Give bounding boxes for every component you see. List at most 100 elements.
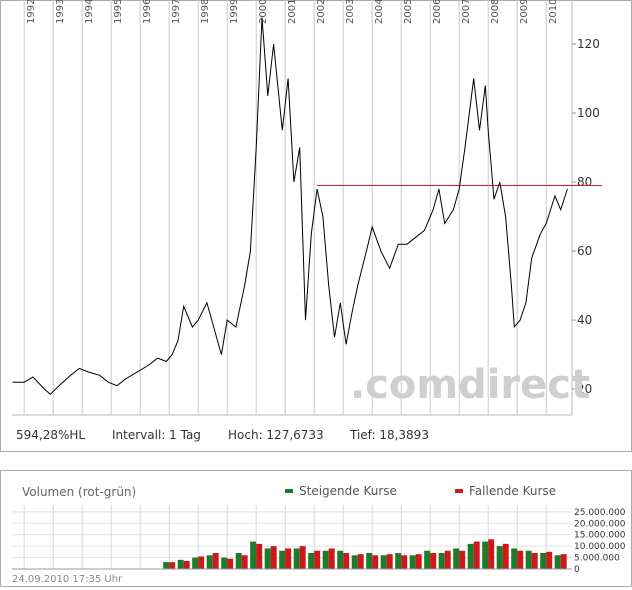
volume-bar — [328, 548, 335, 569]
x-tick-label: 2010 — [548, 0, 559, 24]
volume-bar — [531, 553, 538, 569]
volume-bar — [308, 553, 315, 569]
volume-bar — [459, 550, 466, 569]
volume-bar — [488, 539, 495, 569]
y-tick-label: 120 — [577, 37, 600, 51]
volume-bar — [206, 555, 213, 569]
volume-bar — [482, 541, 489, 569]
volume-bar — [395, 553, 402, 569]
x-tick-label: 2006 — [432, 0, 443, 24]
volume-bar — [285, 548, 292, 569]
x-tick-label: 1996 — [142, 0, 153, 24]
volume-bar — [264, 548, 271, 569]
volume-bar — [546, 551, 553, 569]
volume-bar — [256, 543, 263, 569]
volume-bar — [560, 554, 567, 569]
y-tick-label: 10.000.000 — [574, 542, 626, 552]
volume-bar — [386, 554, 393, 569]
volume-bar — [372, 555, 379, 569]
volume-bar — [424, 550, 431, 569]
x-tick-label: 1995 — [113, 0, 124, 24]
y-tick-label: 40 — [577, 313, 592, 327]
volume-bar — [496, 546, 503, 569]
volume-bar — [293, 548, 300, 569]
y-tick-label: 0 — [574, 565, 580, 575]
volume-bar — [351, 555, 358, 569]
x-tick-label: 1997 — [171, 0, 182, 24]
volume-bar — [415, 554, 422, 569]
volume-bar — [525, 550, 532, 569]
y-tick-label: 80 — [577, 175, 592, 189]
volume-bar — [279, 550, 286, 569]
y-tick-label: 20 — [577, 382, 592, 396]
volume-title: Volumen (rot-grün) — [22, 485, 136, 499]
watermark: .comdirect — [350, 362, 590, 408]
footnote: 24.09.2010 17:35 Uhr — [12, 574, 123, 585]
stat-text: Hoch: 127,6733 — [228, 428, 324, 442]
price-panel — [0, 0, 632, 452]
x-tick-label: 2004 — [374, 0, 385, 24]
volume-bar — [212, 553, 219, 569]
volume-bar — [250, 541, 257, 569]
volume-bar — [473, 541, 480, 569]
volume-bar — [227, 558, 234, 569]
volume-bar — [444, 550, 451, 569]
volume-bar — [192, 557, 199, 569]
x-tick-label: 2002 — [316, 0, 327, 24]
x-tick-label: 2000 — [258, 0, 269, 24]
y-tick-label: 60 — [577, 244, 592, 258]
volume-bar — [517, 550, 524, 569]
x-tick-label: 2007 — [461, 0, 472, 24]
x-tick-label: 2003 — [345, 0, 356, 24]
volume-bar — [270, 546, 277, 569]
legend-label: Steigende Kurse — [299, 484, 397, 498]
x-tick-label: 1993 — [55, 0, 66, 24]
volume-bar — [409, 555, 416, 569]
x-tick-label: 2008 — [490, 0, 501, 24]
x-tick-label: 1992 — [26, 0, 37, 24]
volume-bar — [241, 555, 248, 569]
volume-bar — [357, 554, 364, 569]
y-tick-label: 25.000.000 — [574, 508, 626, 518]
volume-bar — [183, 561, 190, 569]
volume-bar — [554, 555, 561, 569]
x-tick-label: 1999 — [229, 0, 240, 24]
volume-bar — [299, 546, 306, 569]
x-tick-label: 2001 — [287, 0, 298, 24]
volume-bar — [511, 548, 518, 569]
volume-bar — [163, 562, 170, 569]
volume-bar — [502, 543, 509, 569]
legend-label: Fallende Kurse — [469, 484, 556, 498]
volume-bar — [169, 562, 176, 569]
volume-bar — [453, 548, 460, 569]
volume-bar — [221, 557, 228, 569]
volume-bar — [343, 553, 350, 569]
y-tick-label: 20.000.000 — [574, 519, 626, 529]
volume-bar — [467, 543, 474, 569]
legend-swatch — [455, 489, 463, 493]
x-tick-label: 2005 — [403, 0, 414, 24]
stat-text: 594,28%HL — [16, 428, 85, 442]
x-tick-label: 1998 — [200, 0, 211, 24]
volume-bar — [235, 553, 242, 569]
stat-text: Intervall: 1 Tag — [112, 428, 201, 442]
volume-bar — [380, 555, 387, 569]
volume-bar — [314, 550, 321, 569]
volume-bar — [177, 559, 184, 569]
stat-text: Tief: 18,3893 — [349, 428, 429, 442]
volume-bar — [198, 556, 205, 569]
legend-swatch — [285, 489, 293, 493]
price-line — [12, 17, 568, 395]
volume-bar — [430, 553, 437, 569]
volume-bar — [322, 550, 329, 569]
x-tick-label: 2009 — [519, 0, 530, 24]
volume-bar — [401, 555, 408, 569]
volume-bar — [366, 553, 373, 569]
y-tick-label: 5.000.000 — [574, 554, 620, 564]
volume-bar — [438, 553, 445, 569]
x-tick-label: 1994 — [84, 0, 95, 24]
volume-bar — [540, 553, 547, 569]
y-tick-label: 100 — [577, 106, 600, 120]
y-tick-label: 15.000.000 — [574, 531, 626, 541]
